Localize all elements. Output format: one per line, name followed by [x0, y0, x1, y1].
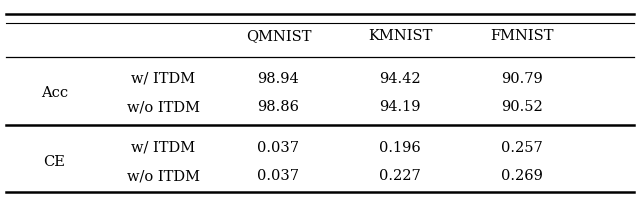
Text: KMNIST: KMNIST: [368, 29, 432, 43]
Text: 94.42: 94.42: [379, 72, 421, 85]
Text: w/o ITDM: w/o ITDM: [127, 170, 200, 183]
Text: w/ ITDM: w/ ITDM: [131, 141, 195, 155]
Text: w/o ITDM: w/o ITDM: [127, 100, 200, 114]
Text: 0.269: 0.269: [500, 170, 543, 183]
Text: 98.86: 98.86: [257, 100, 300, 114]
Text: QMNIST: QMNIST: [246, 29, 311, 43]
Text: 90.52: 90.52: [500, 100, 543, 114]
Text: 0.196: 0.196: [379, 141, 421, 155]
Text: 0.037: 0.037: [257, 141, 300, 155]
Text: 0.257: 0.257: [500, 141, 543, 155]
Text: 0.037: 0.037: [257, 170, 300, 183]
Text: CE: CE: [44, 155, 65, 169]
Text: Acc: Acc: [41, 86, 68, 100]
Text: FMNIST: FMNIST: [490, 29, 554, 43]
Text: 94.19: 94.19: [380, 100, 420, 114]
Text: w/ ITDM: w/ ITDM: [131, 72, 195, 85]
Text: 90.79: 90.79: [500, 72, 543, 85]
Text: 98.94: 98.94: [257, 72, 300, 85]
Text: 0.227: 0.227: [379, 170, 421, 183]
